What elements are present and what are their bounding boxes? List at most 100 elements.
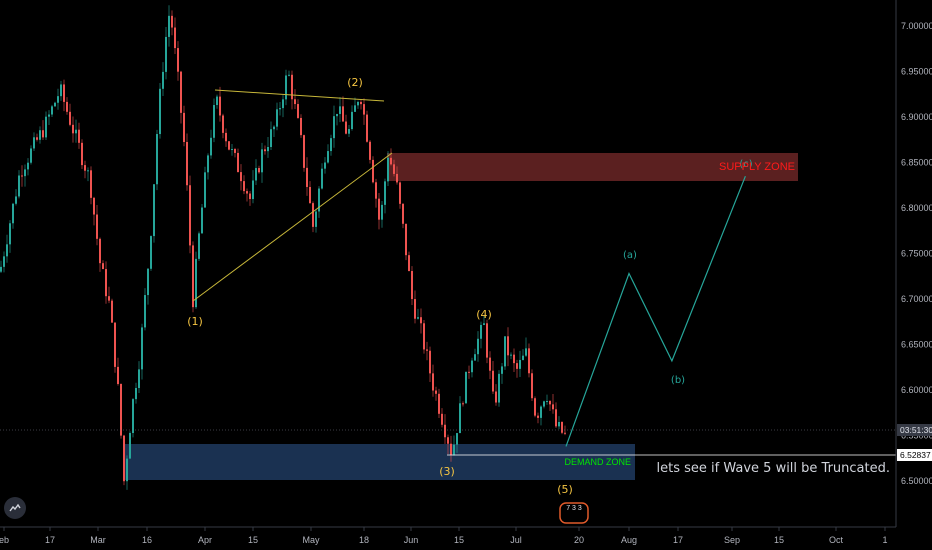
candle-body bbox=[183, 112, 185, 143]
candle-body bbox=[423, 323, 425, 350]
candle-body bbox=[558, 421, 560, 427]
candle-body bbox=[405, 223, 407, 256]
candle-body bbox=[84, 165, 86, 171]
candle-body bbox=[15, 196, 17, 204]
projection-label-a: (a) bbox=[623, 250, 637, 261]
wave-label-4: (4) bbox=[476, 308, 492, 321]
candle-body bbox=[246, 191, 248, 194]
candle-body bbox=[279, 108, 281, 110]
candle-body bbox=[456, 433, 458, 445]
candle-body bbox=[234, 149, 236, 153]
candle-body bbox=[192, 245, 194, 308]
time-tick-label: 18 bbox=[359, 535, 369, 545]
candle-body bbox=[399, 182, 401, 204]
candle-body bbox=[189, 185, 191, 246]
candle-body bbox=[165, 36, 167, 72]
candle-body bbox=[336, 113, 338, 117]
candle-body bbox=[69, 111, 71, 125]
candle-body bbox=[555, 409, 557, 427]
candle-body bbox=[540, 406, 542, 418]
time-tick-label: 15 bbox=[248, 535, 258, 545]
candle-body bbox=[297, 104, 299, 118]
projection-path bbox=[565, 175, 746, 447]
candle-body bbox=[105, 269, 107, 297]
candle-body bbox=[186, 142, 188, 186]
candle-body bbox=[435, 390, 437, 394]
candle-body bbox=[90, 170, 92, 198]
candle-body bbox=[81, 142, 83, 166]
candle-body bbox=[159, 88, 161, 135]
candle-body bbox=[375, 182, 377, 199]
price-tick-label: 6.65000 bbox=[901, 340, 932, 350]
candle-body bbox=[111, 300, 113, 323]
time-tick-label: Mar bbox=[90, 535, 106, 545]
candle-body bbox=[429, 350, 431, 374]
candle-body bbox=[426, 349, 428, 351]
candle-body bbox=[483, 323, 485, 325]
candle-body bbox=[273, 126, 275, 130]
candle-body bbox=[174, 27, 176, 49]
candle-body bbox=[237, 152, 239, 173]
candle-body bbox=[48, 114, 50, 117]
candle-body bbox=[123, 435, 125, 482]
price-axis[interactable]: 7.00000 6.95000 6.90000 6.85000 6.80000 6.750… bbox=[901, 21, 932, 486]
price-tag-last-text: 6.52837 bbox=[900, 450, 931, 460]
candle-body bbox=[369, 141, 371, 160]
time-tick-label: 1 bbox=[882, 535, 887, 545]
candle-body bbox=[195, 258, 197, 308]
price-tick-label: 6.50000 bbox=[901, 476, 932, 486]
candle-body bbox=[333, 116, 335, 139]
candle-body bbox=[387, 157, 389, 182]
candle-body bbox=[561, 421, 563, 433]
candle-body bbox=[39, 130, 41, 140]
projection-label-c: (c) bbox=[739, 159, 752, 170]
candle-body bbox=[249, 193, 251, 200]
time-tick-label: 17 bbox=[45, 535, 55, 545]
candle-body bbox=[531, 373, 533, 399]
candle-body bbox=[552, 404, 554, 410]
price-tick-label: 6.80000 bbox=[901, 203, 932, 213]
price-tag-last: 6.52837 bbox=[897, 449, 932, 461]
candle-body bbox=[129, 433, 131, 459]
time-axis[interactable]: eb 17 Mar 16 Apr 15 May 18 Jun 15 Jul 20 Aug 17 Sep 15 O… bbox=[0, 527, 888, 545]
candle-body bbox=[564, 432, 566, 434]
price-tick-label: 6.85000 bbox=[901, 158, 932, 168]
candle-body bbox=[291, 74, 293, 100]
candle-body bbox=[393, 164, 395, 174]
time-tick-label: 15 bbox=[454, 535, 464, 545]
candle-body bbox=[498, 373, 500, 403]
demand-zone-label: DEMAND ZONE bbox=[564, 457, 631, 467]
price-tick-label: 6.70000 bbox=[901, 294, 932, 304]
candle-body bbox=[147, 268, 149, 296]
demand-zone bbox=[124, 444, 635, 480]
candle-body bbox=[450, 443, 452, 455]
supply-zone bbox=[387, 153, 798, 181]
candle-body bbox=[504, 336, 506, 367]
candle-body bbox=[549, 401, 551, 405]
candle-body bbox=[30, 148, 32, 163]
candle-body bbox=[360, 101, 362, 105]
candle-body bbox=[390, 157, 392, 165]
candle-body bbox=[135, 388, 137, 400]
wave2-resistance-line bbox=[214, 89, 385, 102]
candle-body bbox=[411, 271, 413, 300]
candle-body bbox=[384, 181, 386, 205]
candle-body bbox=[507, 336, 509, 356]
candle-body bbox=[513, 354, 515, 364]
candle-body bbox=[78, 129, 80, 143]
time-tick-label: Oct bbox=[829, 535, 844, 545]
time-tick-label: Apr bbox=[198, 535, 212, 545]
candle-body bbox=[120, 383, 122, 436]
candle-body bbox=[114, 322, 116, 367]
wave-label-5: (5) bbox=[557, 483, 573, 496]
candle-body bbox=[534, 398, 536, 416]
candle-body bbox=[543, 401, 545, 407]
candle-body bbox=[9, 223, 11, 245]
earnings-badge[interactable]: 7 3 3 bbox=[559, 502, 589, 524]
time-tick-label: Jun bbox=[404, 535, 419, 545]
candle-body bbox=[285, 75, 287, 100]
tradingview-logo[interactable] bbox=[4, 497, 26, 519]
candle-body bbox=[348, 129, 350, 134]
candle-body bbox=[207, 155, 209, 173]
